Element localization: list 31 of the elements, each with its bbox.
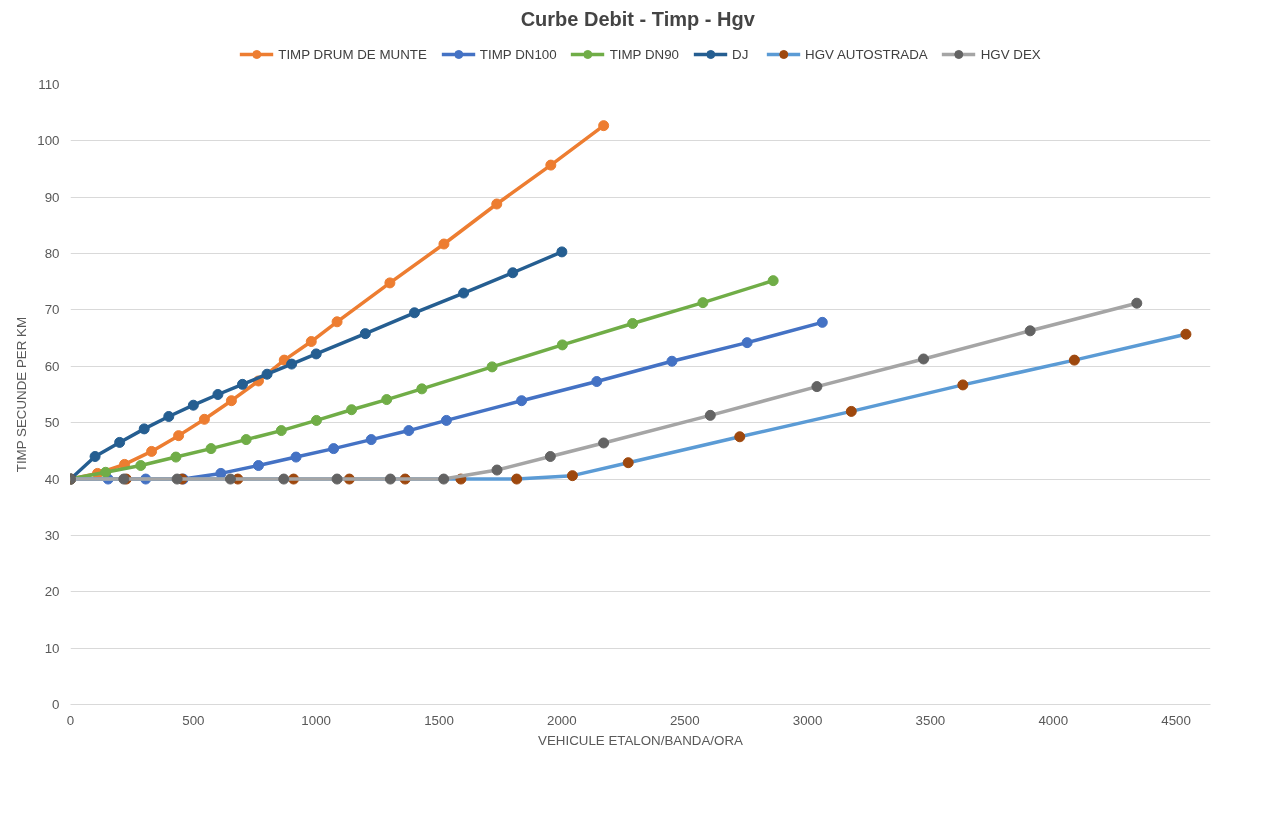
y-axis-title: TIMP SECUNDE PER KM bbox=[14, 316, 30, 473]
x-tick-label: 2500 bbox=[669, 712, 700, 728]
legend-label: HGV AUTOSTRADA bbox=[805, 46, 928, 62]
y-tick-label: 40 bbox=[44, 471, 60, 487]
x-tick-label: 0 bbox=[66, 712, 75, 728]
x-tick-label: 1000 bbox=[301, 712, 332, 728]
y-tick-label: 60 bbox=[44, 358, 60, 374]
y-tick-label: 110 bbox=[38, 77, 60, 92]
legend-label: TIMP DRUM DE MUNTE bbox=[278, 46, 427, 62]
legend-label: HGV DEX bbox=[980, 46, 1041, 62]
legend-label: TIMP DN100 bbox=[479, 46, 557, 62]
y-tick-label: 0 bbox=[52, 697, 60, 712]
y-tick-label: 50 bbox=[44, 415, 60, 431]
y-tick-label: 80 bbox=[44, 246, 60, 262]
legend-label: TIMP DN90 bbox=[609, 46, 680, 62]
legend-label: DJ bbox=[732, 46, 750, 62]
y-tick-label: 20 bbox=[44, 584, 60, 600]
x-tick-label: 4500 bbox=[1161, 712, 1191, 728]
y-tick-label: 100 bbox=[37, 133, 60, 149]
x-tick-label: 3500 bbox=[915, 712, 946, 728]
x-axis-title: VEHICULE ETALON/BANDA/ORA bbox=[538, 732, 744, 748]
x-tick-label: 4000 bbox=[1038, 712, 1069, 728]
y-tick-label: 30 bbox=[44, 527, 60, 543]
chart-title: Curbe Debit - Timp - Hgv bbox=[520, 7, 756, 30]
x-tick-label: 3000 bbox=[792, 712, 823, 728]
x-tick-label: 500 bbox=[182, 712, 205, 728]
y-tick-label: 70 bbox=[44, 302, 60, 318]
y-tick-label: 90 bbox=[44, 189, 60, 205]
x-tick-label: 2000 bbox=[547, 712, 577, 728]
y-tick-label: 10 bbox=[44, 640, 60, 656]
x-tick-label: 1500 bbox=[424, 712, 454, 728]
